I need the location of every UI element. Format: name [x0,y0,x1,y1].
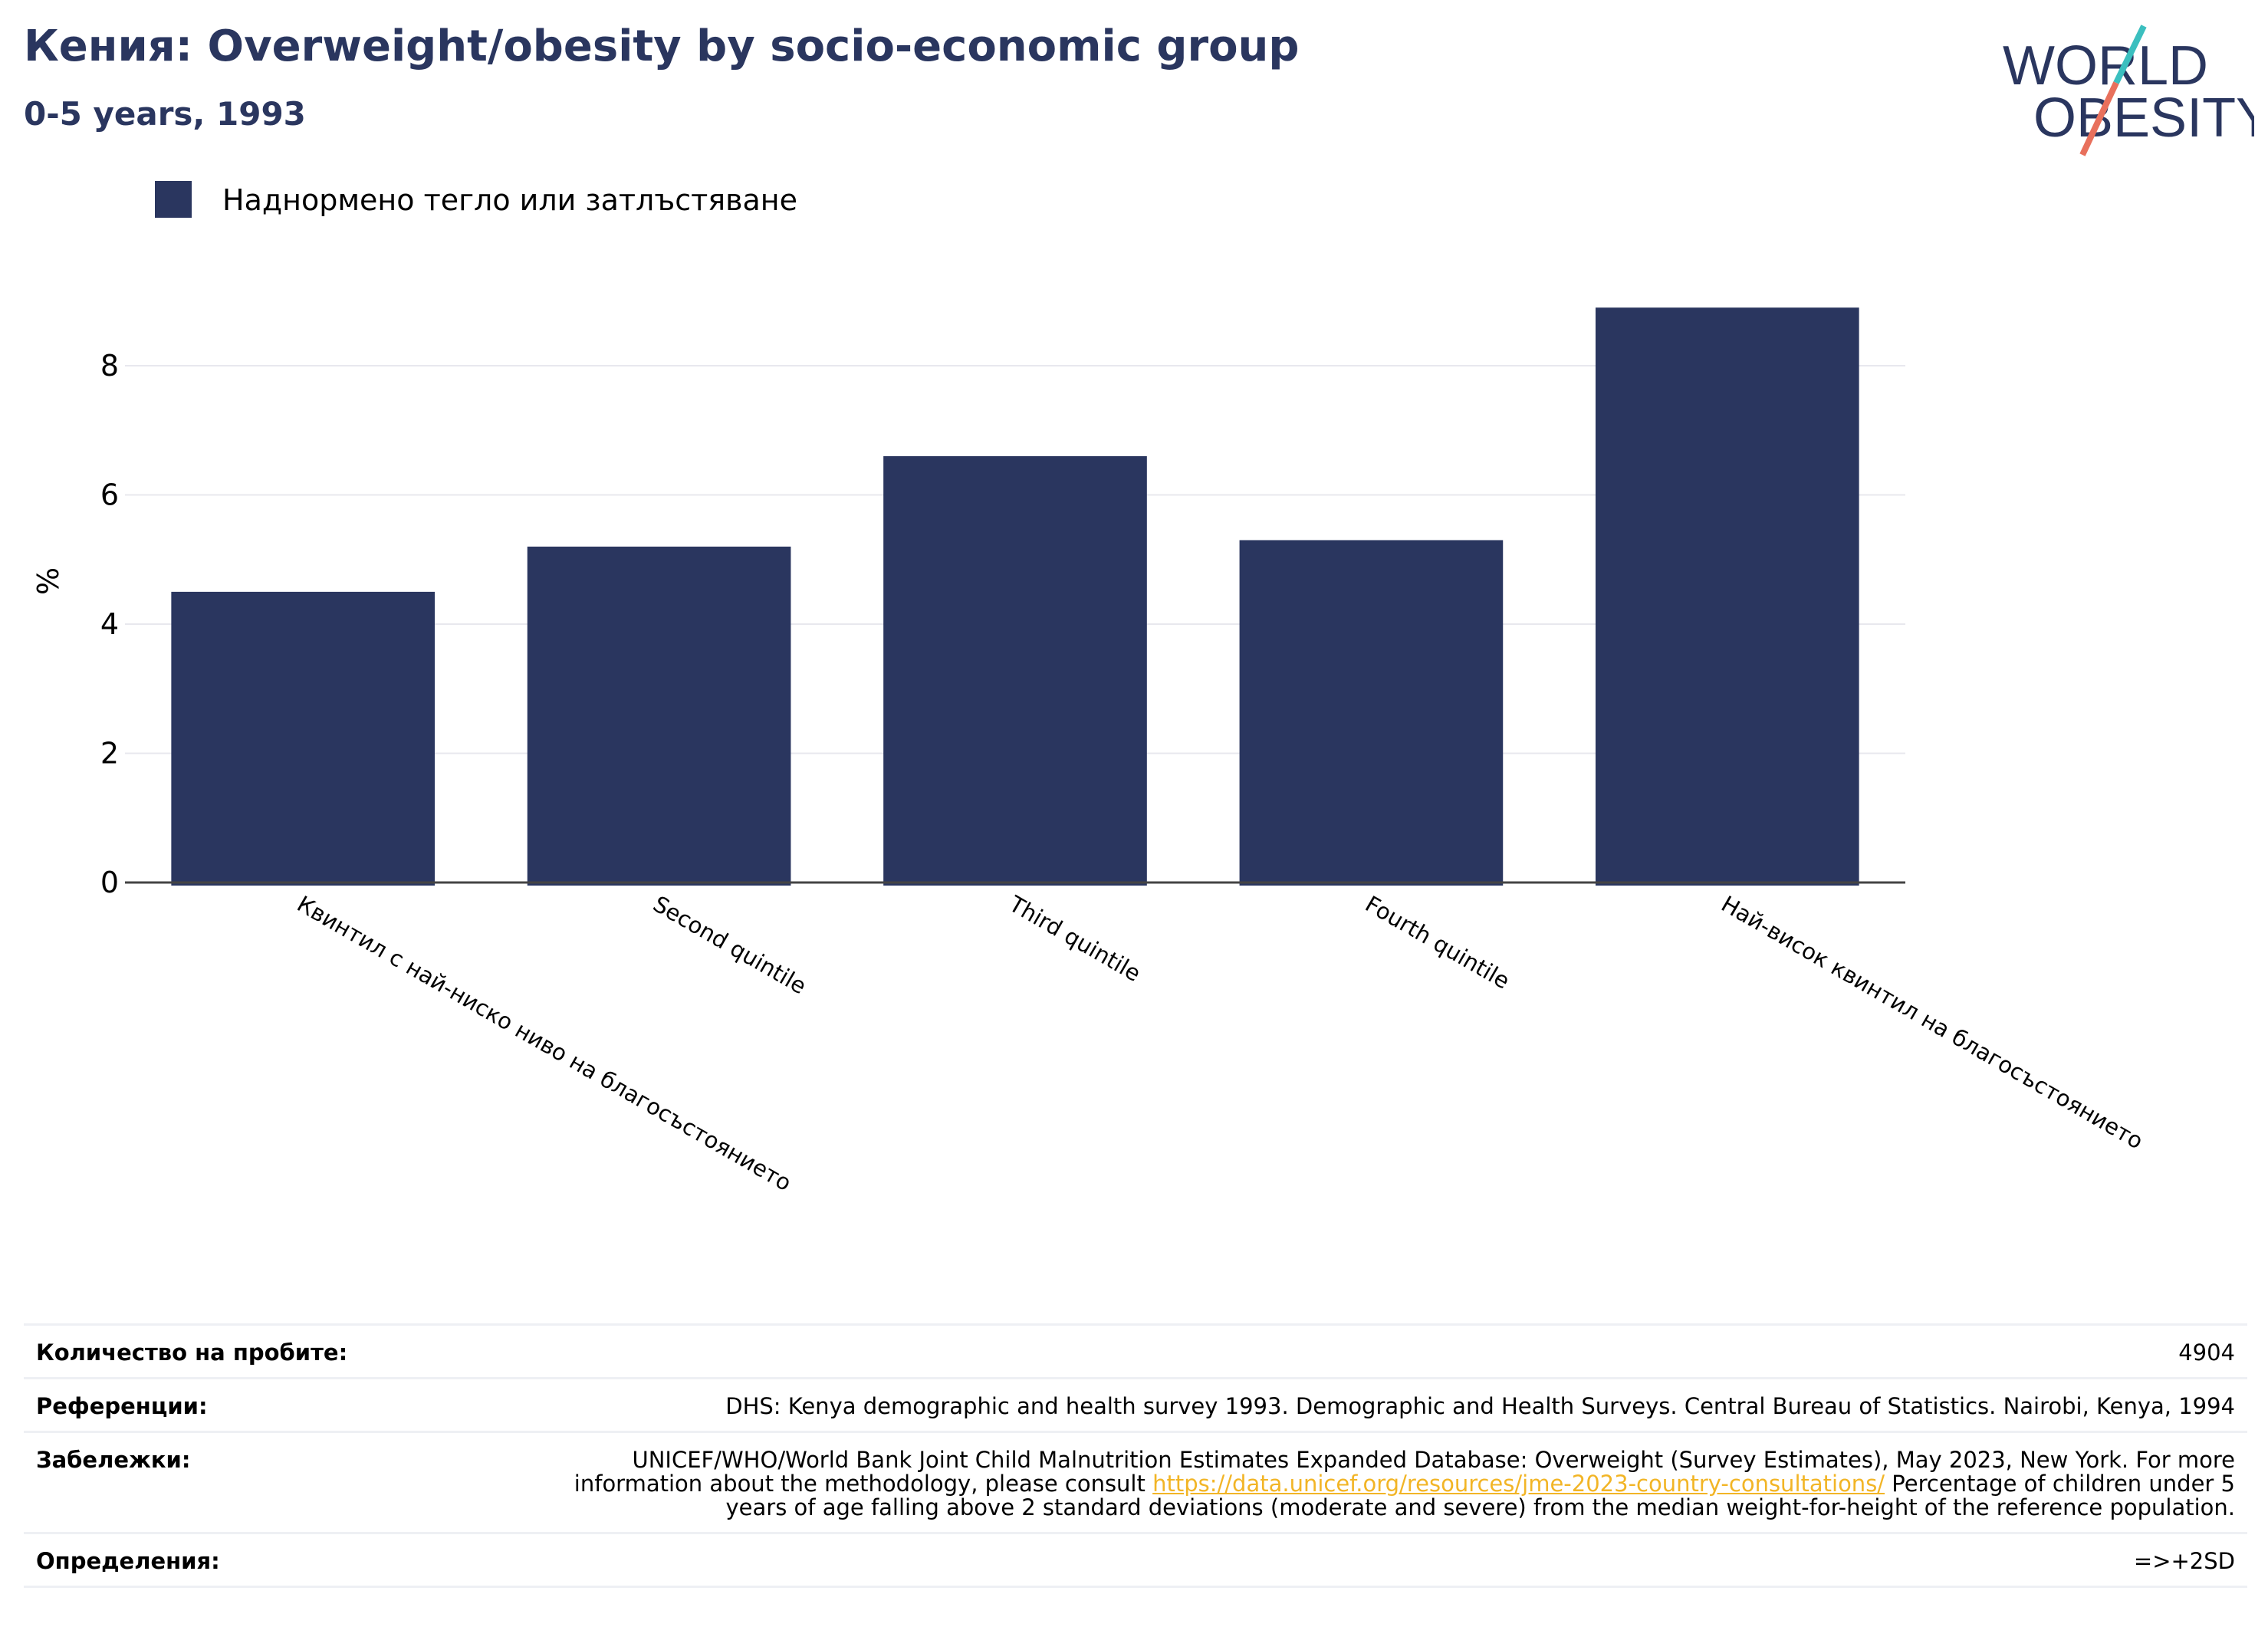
logo-text-world: WORLD [2003,35,2208,97]
bar-chart: Наднормено тегло или затлъстяване % 0 2 4 6… [31,181,2148,1196]
bar [1595,307,1859,886]
meta-row-references: Референции: DHS: Kenya demographic and h… [24,1377,2247,1431]
chart-title: Кения: Overweight/obesity by socio-econo… [24,21,1300,71]
sample-size-label: Количество на пробите: [36,1339,348,1366]
meta-row-definitions: Определения: =>+2SD [24,1532,2247,1588]
methodology-link[interactable]: https://data.unicef.org/resources/jme-20… [1152,1471,1885,1497]
y-tick-label: 4 [100,607,119,641]
x-tick-label: Second quintile [649,891,810,1000]
notes-text-after: Percentage of children under 5 years of … [725,1471,2235,1520]
references-label: Референции: [36,1393,208,1419]
logo-slash-red [2079,81,2119,156]
legend-swatch [155,181,192,218]
y-tick-label: 0 [100,866,119,899]
bar [527,546,791,886]
logo-slash-teal [2113,25,2147,84]
meta-row-sample: Количество на пробите: 4904 [24,1323,2247,1377]
legend-label: Наднормено тегло или затлъстяване [222,183,797,217]
legend: Наднормено тегло или затлъстяване [155,181,797,218]
bar [171,591,436,886]
x-tick-label: Third quintile [1004,890,1146,987]
bar [1239,540,1504,886]
notes-label: Забележки: [36,1447,191,1473]
logo-text-obesity: OBESITY [2033,87,2254,149]
notes-value: UNICEF/WHO/World Bank Joint Child Malnut… [548,1448,2235,1520]
metadata-table: Количество на пробите: 4904 Референции: … [24,1323,2247,1588]
y-axis-label: % [31,567,65,595]
sample-size-value: 4904 [2178,1339,2235,1366]
y-tick-label: 8 [100,349,119,383]
definitions-value: =>+2SD [2133,1548,2235,1574]
references-value: DHS: Kenya demographic and health survey… [725,1393,2235,1419]
meta-row-notes: Забележки: UNICEF/WHO/World Bank Joint C… [24,1431,2247,1532]
bar [883,455,1147,886]
x-tick-label: Най-висок квинтил на благосъстоянието [1717,891,2148,1155]
x-tick-label: Fourth quintile [1361,891,1514,994]
definitions-label: Определения: [36,1548,220,1574]
notes-text-before: UNICEF/WHO/World Bank Joint Child Malnut… [574,1447,2235,1497]
world-obesity-logo: WORLD OBESITY [2003,25,2254,156]
y-tick-label: 2 [100,737,119,771]
y-tick-label: 6 [100,478,119,512]
chart-subtitle: 0-5 years, 1993 [24,95,306,133]
